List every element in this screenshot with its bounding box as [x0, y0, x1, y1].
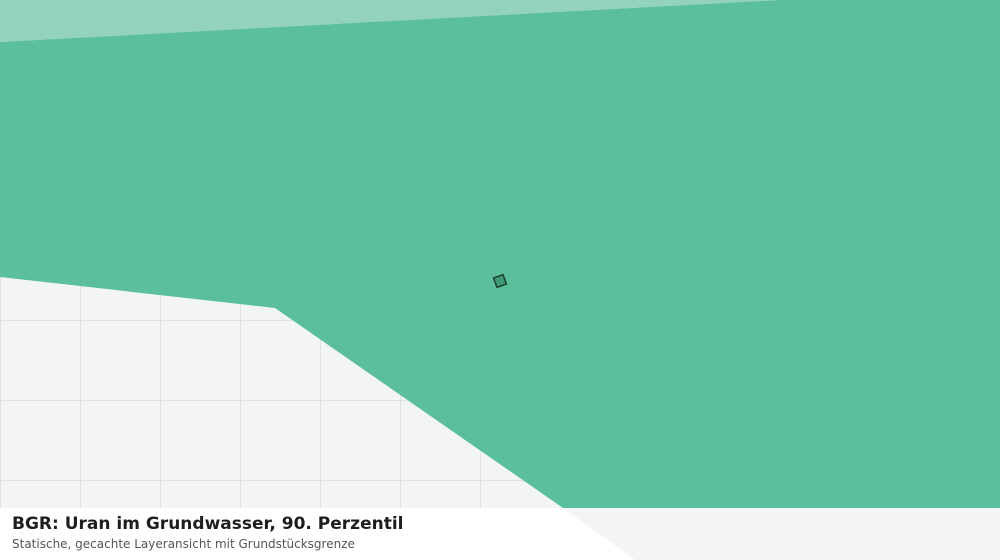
parcel-boundary	[492, 273, 508, 289]
caption-subtitle: Statische, gecachte Layeransicht mit Gru…	[12, 537, 355, 551]
caption-panel	[0, 508, 635, 560]
caption-title: BGR: Uran im Grundwasser, 90. Perzentil	[12, 514, 404, 534]
layer-area	[0, 0, 1000, 508]
